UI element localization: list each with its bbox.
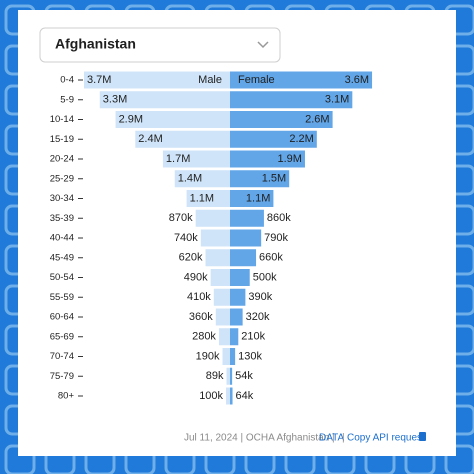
dropdown-value: Afghanistan xyxy=(55,36,136,52)
value-label: 3.6M xyxy=(345,74,369,86)
bar xyxy=(230,249,257,267)
value-label: 320k xyxy=(246,311,270,323)
value-label: 500k xyxy=(253,271,277,283)
value-label: 3.3M xyxy=(103,94,127,106)
bar xyxy=(230,71,373,89)
data-link[interactable]: DATA xyxy=(319,433,345,444)
bar xyxy=(115,111,230,128)
value-label: 740k xyxy=(174,232,198,244)
age-label: 25-29 xyxy=(50,173,74,184)
age-label: 0-4 xyxy=(60,75,74,86)
bar xyxy=(210,269,230,286)
value-label: 1.1M xyxy=(246,192,270,204)
value-label: 790k xyxy=(264,232,288,244)
value-label: 1.7M xyxy=(166,153,190,165)
bar xyxy=(230,190,274,207)
age-label: 35-39 xyxy=(50,213,74,224)
value-label: 490k xyxy=(184,271,208,283)
value-label: 280k xyxy=(192,331,216,343)
value-label: 620k xyxy=(179,252,203,264)
age-label: 65-69 xyxy=(50,331,74,342)
bar xyxy=(215,308,230,326)
bar xyxy=(226,387,230,405)
bar xyxy=(84,71,230,89)
bar xyxy=(162,150,230,168)
value-label: 1.4M xyxy=(178,173,202,185)
bar xyxy=(230,170,290,188)
value-label: 89k xyxy=(206,370,224,382)
value-label: 1.1M xyxy=(190,192,214,204)
footer-credit: Jul 11, 2024 | OCHA Afghanistan | xyxy=(184,433,335,444)
copy-icon[interactable] xyxy=(419,432,426,441)
bar xyxy=(230,288,246,306)
legend-male: Male xyxy=(198,74,222,86)
age-label: 45-49 xyxy=(50,252,74,263)
bar xyxy=(222,348,230,365)
bar xyxy=(99,91,230,109)
age-label: 5-9 xyxy=(60,94,74,105)
age-label: 75-79 xyxy=(50,371,74,382)
bar xyxy=(230,328,239,346)
bar xyxy=(230,229,262,247)
value-label: 860k xyxy=(267,212,291,224)
bar xyxy=(205,249,230,267)
value-label: 410k xyxy=(187,291,211,303)
bar xyxy=(218,328,230,346)
dropdown-chevron xyxy=(257,41,269,49)
bar xyxy=(200,229,230,247)
age-label: 60-64 xyxy=(50,312,74,323)
bar xyxy=(230,367,233,385)
bar xyxy=(230,130,317,148)
bar xyxy=(195,209,230,227)
age-label: 10-14 xyxy=(50,114,74,125)
value-label: 390k xyxy=(248,291,272,303)
age-label: 50-54 xyxy=(50,272,74,283)
legend-female: Female xyxy=(238,74,275,86)
value-label: 870k xyxy=(169,212,193,224)
bar xyxy=(226,367,230,385)
bar xyxy=(230,308,243,326)
bar xyxy=(213,288,230,306)
value-label: 1.5M xyxy=(262,173,286,185)
bar xyxy=(174,170,230,188)
age-label: 80+ xyxy=(58,391,75,402)
age-label: 55-59 xyxy=(50,292,74,303)
value-label: 660k xyxy=(259,252,283,264)
bar xyxy=(230,348,236,365)
value-label: 190k xyxy=(196,350,220,362)
value-label: 2.2M xyxy=(289,133,313,145)
bar xyxy=(230,387,233,405)
age-label: 70-74 xyxy=(50,351,74,362)
value-label: 2.4M xyxy=(138,133,162,145)
bar xyxy=(230,111,333,128)
bar xyxy=(230,150,305,168)
age-label: 20-24 xyxy=(50,154,74,165)
age-label: 30-34 xyxy=(50,193,74,204)
value-label: 1.9M xyxy=(278,153,302,165)
value-label: 64k xyxy=(236,390,254,402)
value-label: 54k xyxy=(235,370,253,382)
bar xyxy=(186,190,230,207)
api-link[interactable]: Copy API request xyxy=(347,433,425,444)
bar xyxy=(230,91,353,109)
age-label: 40-44 xyxy=(50,233,74,244)
value-label: 2.6M xyxy=(305,113,329,125)
age-label: 15-19 xyxy=(50,134,74,145)
bar xyxy=(230,269,250,286)
value-label: 3.7M xyxy=(87,74,111,86)
value-label: 210k xyxy=(241,331,265,343)
bar xyxy=(135,130,230,148)
value-label: 360k xyxy=(189,311,213,323)
value-label: 3.1M xyxy=(325,94,349,106)
value-label: 100k xyxy=(199,390,223,402)
value-label: 2.9M xyxy=(119,113,143,125)
footer-separator: | xyxy=(342,433,345,444)
bar xyxy=(230,209,264,227)
value-label: 130k xyxy=(238,350,262,362)
country-dropdown[interactable] xyxy=(39,27,281,63)
